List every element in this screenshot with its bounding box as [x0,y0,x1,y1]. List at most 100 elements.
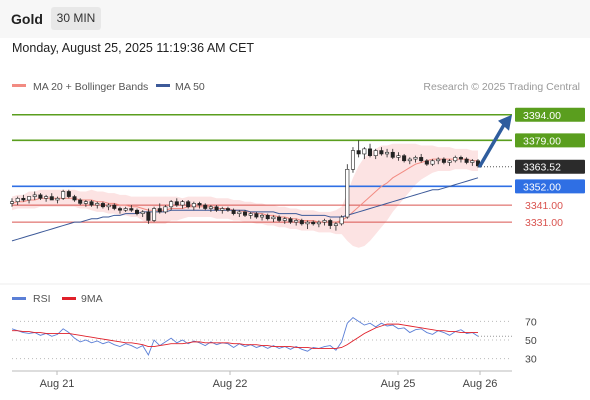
candle-body [214,206,219,211]
candle-body [254,213,259,218]
level-label-3394.00: 3394.00 [523,110,561,122]
forecast-arrow-shaft [478,123,506,168]
rsi-tick-label-30: 30 [525,354,537,366]
candle-body [38,194,43,199]
ma9-legend-swatch [62,297,76,300]
candle-body [55,197,60,201]
candle-body [413,157,418,160]
level-labels: 3394.00 3379.00 3363.52 3352.00 3341.00 3331.… [515,107,585,229]
level-label-3352.00: 3352.00 [523,181,561,193]
candle-body [163,206,168,213]
candle-body [305,221,310,225]
candle-body [396,155,401,158]
candle-body [44,196,49,199]
candle-body [339,216,344,225]
candle-body [441,158,446,163]
ma20-legend-label: MA 20 + Bollinger Bands [33,81,148,93]
copyright-text: Research © 2025 Trading Central [423,81,580,93]
candle-body [419,157,424,162]
candle-body [260,215,265,218]
rsi-legend-swatch [12,297,26,300]
candle-body [470,160,475,163]
candle-body [368,148,373,156]
level-tag-3352.00 [515,179,585,194]
candle-body [311,221,316,225]
rsi-tick-label-50: 50 [525,335,537,347]
ma9-legend-label: 9MA [81,293,103,305]
candle-body [78,199,83,204]
level-label-3379.00: 3379.00 [523,135,561,147]
candle-body [333,223,338,226]
level-label-3363.52: 3363.52 [523,162,561,174]
candle-body [345,169,350,218]
level-tag-3379.00 [515,133,585,148]
candle-body [225,208,230,211]
ma20-legend-swatch [12,84,26,87]
candle-body [146,211,151,221]
current-price-tag [515,159,585,174]
candle-body [248,213,253,216]
candle-body [288,218,293,223]
rsi-tick-label-70: 70 [525,316,537,328]
x-tick-label: Aug 26 [463,378,498,390]
candle-body [32,194,37,197]
candle-body [430,160,435,165]
candle-body [282,218,287,221]
candle-body [152,208,157,221]
x-tick-label: Aug 21 [40,378,75,390]
x-tick-label: Aug 22 [213,378,248,390]
candle-body [385,151,390,155]
rsi-pane: 70 50 30 [11,316,537,366]
candle-body [356,150,361,155]
level-tag-3394.00 [515,107,585,122]
candle-body [72,196,77,201]
candle-body [169,201,174,208]
candle-body [15,197,20,202]
ma50-legend-swatch [156,84,170,87]
candle-body [231,209,236,214]
candle-body [402,155,407,162]
candle-body [89,201,94,206]
level-label-3341.00: 3341.00 [525,200,563,212]
timeframe-badge[interactable]: 30 MIN [51,7,101,30]
candle-body [379,150,384,155]
rsi-ma9-line [12,323,478,349]
rsi-line [11,317,479,356]
candle-body [436,158,441,162]
candle-body [328,220,333,226]
candle-body [83,201,88,204]
candle-body [100,203,105,208]
candle-body [197,203,202,206]
candle-body [458,157,463,160]
candle-body [27,196,32,201]
candle-body [390,151,395,158]
candle-body [316,221,321,225]
candle-body [265,215,270,220]
candle-body [180,201,185,206]
candle-body [112,204,117,209]
candle-body [350,150,355,170]
candle-body [424,160,429,165]
candle-body [208,206,213,209]
forecast-arrow-head [498,114,512,131]
candle-body [123,208,128,211]
candle-body [453,157,458,162]
chart-datetime: Monday, August 25, 2025 11:19:36 AM CET [12,41,255,55]
candlesticks [9,140,481,231]
candle-body [322,220,327,223]
candle-body [61,191,66,199]
candle-body [242,211,248,216]
candle-body [186,201,191,208]
candle-body [106,204,111,208]
candle-body [237,211,242,214]
candle-body [203,204,208,209]
candle-body [95,203,100,206]
candle-body [464,158,469,163]
candle-body [129,208,134,211]
ma50-legend-label: MA 50 [175,81,205,93]
candle-body [220,208,225,211]
candle-body [407,158,412,162]
x-axis-ticks: Aug 21 Aug 22 Aug 25 Aug 26 [40,371,498,390]
top-bar: Gold 30 MIN [0,0,590,38]
